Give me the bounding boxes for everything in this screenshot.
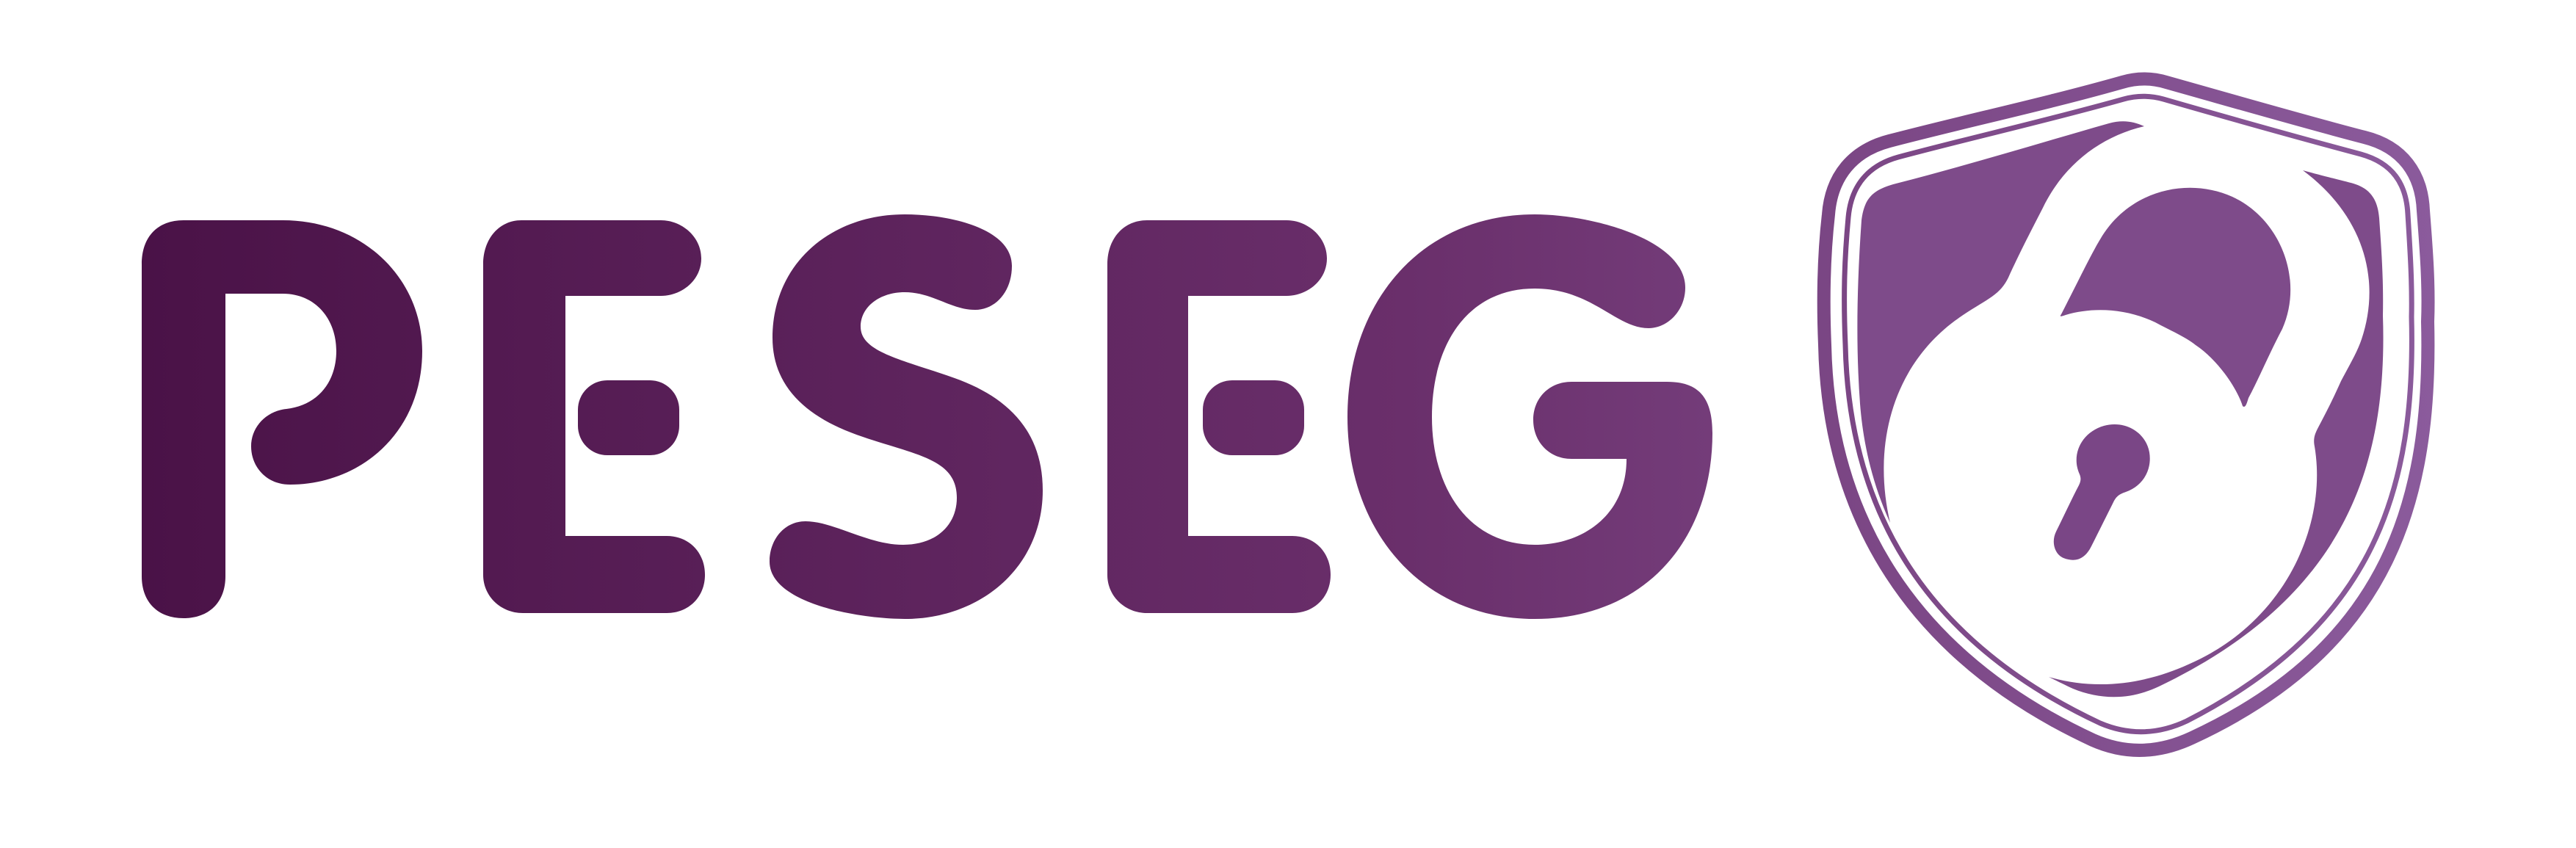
letter-p	[142, 220, 422, 618]
letter-g	[1347, 214, 1712, 619]
shield-right-arc	[2049, 170, 2384, 697]
letter-s	[770, 214, 1043, 619]
shield-inner-outline	[1842, 93, 2414, 735]
shield-outline	[1817, 72, 2435, 757]
letter-e-1	[483, 220, 705, 613]
shield-lock-icon	[1817, 72, 2435, 757]
shield-left-arc	[1857, 121, 2144, 523]
wordmark	[142, 214, 1712, 619]
shield-shackle	[2060, 187, 2291, 407]
keyhole-icon	[2053, 424, 2150, 560]
letter-e-2	[1107, 220, 1331, 613]
